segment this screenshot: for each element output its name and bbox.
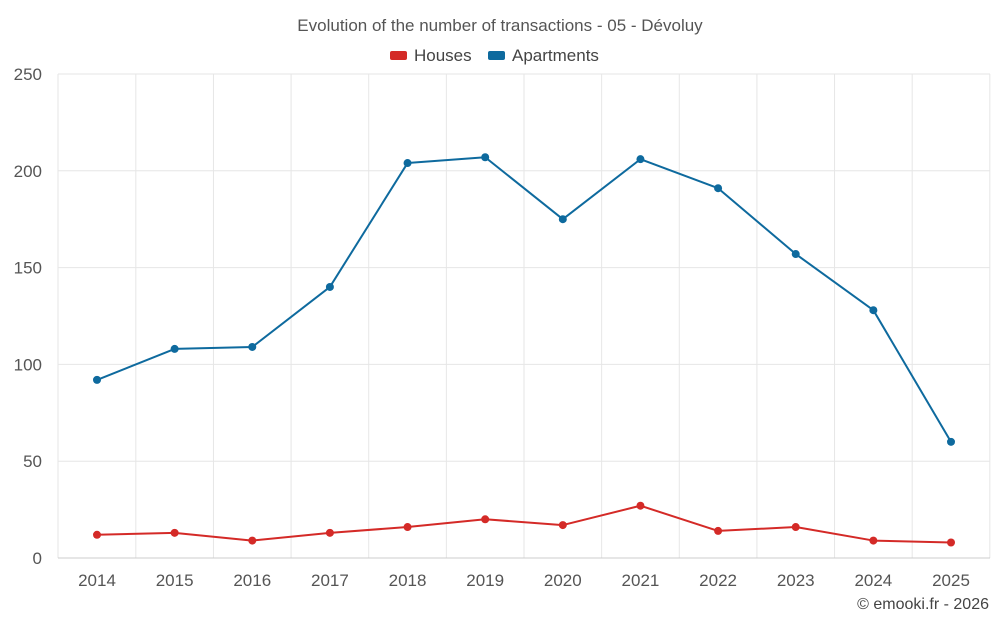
y-tick-label: 150: [14, 259, 42, 278]
legend-swatch-houses[interactable]: [390, 51, 407, 60]
legend-swatch-apartments[interactable]: [488, 51, 505, 60]
x-axis: 2014 2015 2016 2017 2018 2019 2020 2021 2022 2023…: [78, 571, 970, 590]
chart-title: Evolution of the number of transactions …: [297, 16, 703, 35]
x-tick-label: 2025: [932, 571, 970, 590]
legend-label-houses[interactable]: Houses: [414, 46, 472, 65]
y-axis: 0 50 100 150 200 250: [14, 65, 42, 568]
data-point-houses[interactable]: [170, 528, 179, 537]
y-tick-label: 50: [23, 452, 42, 471]
grid: [57, 73, 991, 559]
data-point-houses[interactable]: [93, 530, 101, 539]
data-point-apartments[interactable]: [93, 375, 101, 384]
y-tick-label: 0: [33, 549, 42, 568]
data-point-apartments[interactable]: [869, 306, 878, 315]
data-point-apartments[interactable]: [248, 342, 257, 351]
data-point-houses[interactable]: [869, 536, 878, 545]
series-group: [93, 153, 955, 547]
x-tick-label: 2017: [311, 571, 349, 590]
data-point-houses[interactable]: [481, 515, 490, 524]
data-point-apartments[interactable]: [947, 437, 955, 446]
x-tick-label: 2023: [777, 571, 815, 590]
series-line-houses: [96, 504, 952, 544]
data-point-houses[interactable]: [248, 536, 257, 545]
x-tick-label: 2024: [854, 571, 892, 590]
legend-label-apartments[interactable]: Apartments: [512, 46, 599, 65]
x-tick-label: 2020: [544, 571, 582, 590]
data-point-apartments[interactable]: [714, 184, 723, 193]
x-tick-label: 2022: [699, 571, 737, 590]
data-point-houses[interactable]: [325, 528, 334, 537]
credit-text: © emooki.fr - 2026: [857, 596, 989, 613]
data-point-houses[interactable]: [714, 526, 723, 535]
x-tick-label: 2015: [156, 571, 194, 590]
data-point-houses[interactable]: [791, 523, 800, 532]
data-point-apartments[interactable]: [325, 282, 334, 291]
x-tick-label: 2021: [622, 571, 660, 590]
data-point-houses[interactable]: [947, 538, 955, 547]
data-point-houses[interactable]: [636, 501, 645, 510]
x-tick-label: 2016: [233, 571, 271, 590]
x-tick-label: 2018: [389, 571, 427, 590]
data-point-apartments[interactable]: [791, 250, 800, 259]
data-point-houses[interactable]: [558, 521, 567, 530]
series-line-apartments: [96, 156, 952, 443]
data-point-apartments[interactable]: [481, 153, 490, 162]
y-tick-label: 100: [14, 355, 42, 374]
data-point-apartments[interactable]: [558, 215, 567, 224]
y-tick-label: 250: [14, 65, 42, 84]
y-tick-label: 200: [14, 162, 42, 181]
legend: Houses Apartments: [390, 46, 599, 65]
data-point-apartments[interactable]: [170, 344, 179, 353]
data-point-houses[interactable]: [403, 523, 412, 532]
data-point-apartments[interactable]: [636, 155, 645, 164]
x-tick-label: 2019: [466, 571, 504, 590]
x-tick-label: 2014: [78, 571, 116, 590]
data-point-apartments[interactable]: [403, 159, 412, 168]
